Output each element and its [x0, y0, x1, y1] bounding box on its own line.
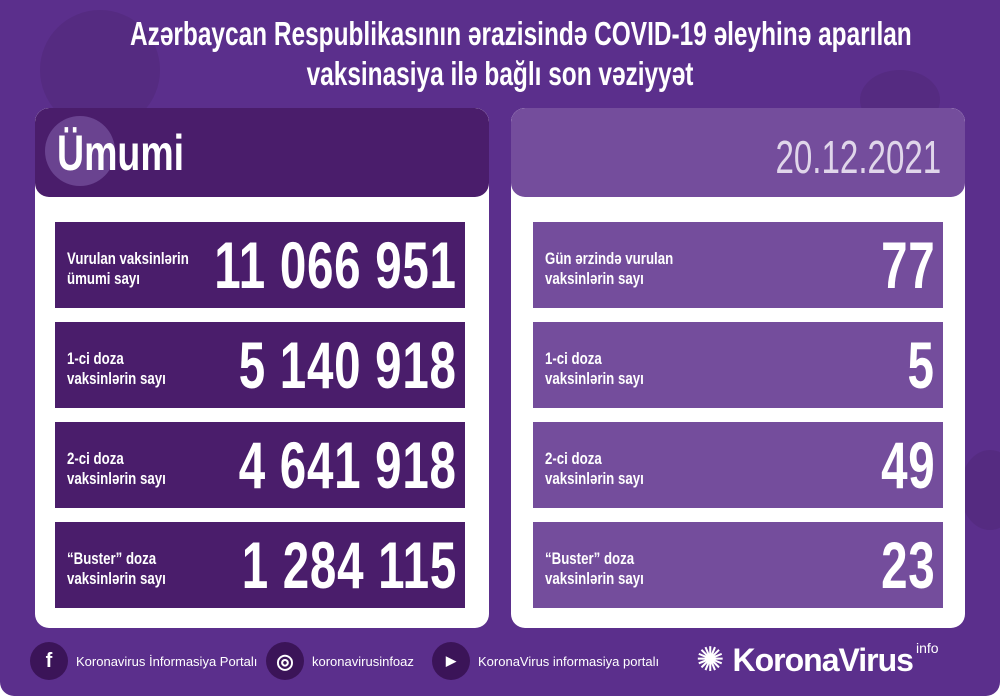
stat-row: “Buster” doza vaksinlərin sayı 23	[533, 522, 943, 608]
koronavirus-logo: ✺ KoronaVirus info	[696, 640, 939, 679]
stat-value: 77	[880, 228, 935, 302]
stat-row: 1-ci doza vaksinlərin sayı 5	[533, 322, 943, 408]
page-title: Azərbaycan Respublikasının ərazisində CO…	[0, 14, 1000, 94]
stat-value: 23	[880, 528, 935, 602]
stat-row: Vurulan vaksinlərin ümumi sayı 11 066 951	[55, 222, 465, 308]
daily-header: 20.12.2021	[511, 108, 965, 197]
daily-card: 20.12.2021 Gün ərzində vurulan vaksinləri…	[511, 108, 965, 628]
stat-value: 5	[907, 328, 935, 402]
youtube-link[interactable]: ▶ KoronaVirus informasiya portalı	[432, 642, 659, 680]
stat-value: 1 284 115	[241, 528, 457, 602]
date-label: 20.12.2021	[775, 131, 941, 183]
total-title: Ümumi	[57, 125, 185, 181]
stat-row: 2-ci doza vaksinlərin sayı 49	[533, 422, 943, 508]
stat-value: 4 641 918	[239, 428, 457, 502]
virus-icon	[45, 116, 115, 186]
stat-value: 49	[880, 428, 935, 502]
sun-virus-icon: ✺	[696, 641, 725, 679]
title-line-2: vaksinasiya ilə bağlı son vəziyyət	[306, 55, 694, 92]
facebook-link[interactable]: f Koronavirus İnformasiya Portalı	[30, 642, 257, 680]
stat-value: 5 140 918	[239, 328, 457, 402]
youtube-icon: ▶	[432, 642, 470, 680]
instagram-icon: ◎	[266, 642, 304, 680]
instagram-link[interactable]: ◎ koronavirusinfoaz	[266, 642, 414, 680]
stat-row: “Buster” doza vaksinlərin sayı 1 284 115	[55, 522, 465, 608]
stat-row: Gün ərzində vurulan vaksinlərin sayı 77	[533, 222, 943, 308]
stat-row: 2-ci doza vaksinlərin sayı 4 641 918	[55, 422, 465, 508]
total-header: Ümumi	[35, 108, 489, 197]
footer: f Koronavirus İnformasiya Portalı ◎ korona…	[0, 640, 1000, 686]
facebook-icon: f	[30, 642, 68, 680]
total-card: Ümumi Vurulan vaksinlərin ümumi sayı 11 06…	[35, 108, 489, 628]
stat-row: 1-ci doza vaksinlərin sayı 5 140 918	[55, 322, 465, 408]
stat-value: 11 066 951	[214, 228, 457, 302]
virus-decoration-icon	[960, 450, 1000, 530]
title-line-1: Azərbaycan Respublikasının ərazisində CO…	[130, 15, 912, 52]
